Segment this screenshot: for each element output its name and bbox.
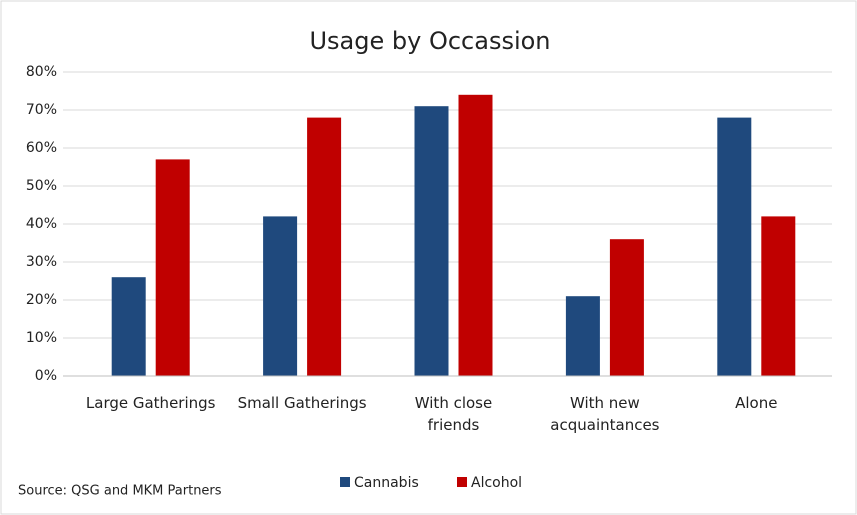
y-tick-label: 0% [35, 368, 57, 384]
y-tick-label: 30% [26, 254, 57, 270]
y-tick-label: 70% [26, 102, 57, 118]
bar [155, 159, 190, 376]
legend-label: Cannabis [354, 475, 419, 491]
bar [414, 106, 449, 376]
x-tick-label: Small Gatherings [237, 394, 367, 412]
y-tick-label: 60% [26, 140, 57, 156]
y-tick-label: 50% [26, 178, 57, 194]
x-tick-label: Large Gatherings [85, 394, 216, 412]
legend-swatch [457, 477, 467, 487]
bar [111, 277, 146, 376]
source-note: Source: QSG and MKM Partners [18, 484, 222, 499]
bar [761, 216, 796, 376]
bar [717, 117, 752, 376]
bar [565, 296, 600, 376]
bar [609, 239, 644, 376]
y-tick-label: 80% [26, 64, 57, 80]
x-tick-label: Alone [735, 394, 778, 412]
legend-swatch [340, 477, 350, 487]
y-tick-label: 40% [26, 216, 57, 232]
x-tick-label: With new acquaintances [550, 394, 660, 434]
bar [263, 216, 298, 376]
chart-title: Usage by Occassion [309, 27, 550, 55]
y-tick-label: 20% [26, 292, 57, 308]
bar [458, 94, 493, 377]
x-tick-label: With close friends [414, 394, 493, 434]
y-tick-label: 10% [26, 330, 57, 346]
bar [307, 117, 342, 376]
legend-label: Alcohol [471, 475, 522, 491]
